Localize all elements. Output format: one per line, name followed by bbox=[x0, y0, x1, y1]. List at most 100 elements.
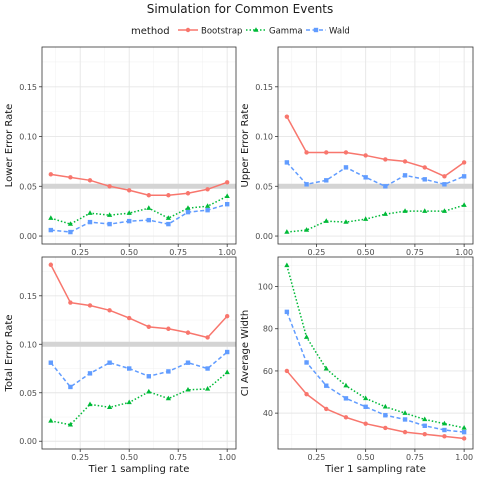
data-point-bootstrap bbox=[185, 191, 191, 196]
data-point-wald bbox=[304, 360, 309, 365]
panel-border bbox=[277, 46, 474, 245]
data-point-wald bbox=[284, 309, 290, 315]
data-point-wald bbox=[343, 165, 349, 170]
chart-title: Simulation for Common Events bbox=[147, 2, 334, 16]
y-axis-label: Total Error Rate bbox=[4, 314, 15, 392]
panel-upper-error-rate: 0.00 0.05 0.10 0.15 0.25 0.50 0.75 1.00 Upper Er… bbox=[240, 46, 474, 257]
data-point-wald bbox=[442, 182, 447, 187]
x-tick-label: 1.00 bbox=[218, 453, 236, 462]
series-line-wald bbox=[50, 203, 228, 233]
y-tick-label: 0.00 bbox=[19, 232, 37, 241]
legend-item-bootstrap: Bootstrap bbox=[178, 27, 242, 37]
data-point-wald bbox=[127, 218, 132, 224]
y-axis-label: Lower Error Rate bbox=[4, 104, 15, 188]
data-point-bootstrap bbox=[166, 326, 171, 331]
y-tick-label: 40 bbox=[263, 409, 273, 418]
data-point-wald bbox=[107, 360, 112, 365]
data-point-gamma bbox=[402, 208, 408, 213]
data-point-gamma bbox=[422, 208, 428, 213]
data-point-wald bbox=[205, 366, 210, 371]
data-point-bootstrap bbox=[442, 434, 447, 439]
x-tick-label: 1.00 bbox=[455, 248, 473, 257]
data-point-bootstrap bbox=[363, 153, 368, 158]
legend-item-wald: Wald bbox=[306, 27, 350, 37]
data-point-gamma bbox=[343, 219, 349, 224]
legend-key-marker-wald bbox=[313, 27, 319, 33]
data-point-bootstrap bbox=[127, 315, 132, 321]
y-axis-label: CI Average Width bbox=[240, 310, 251, 396]
data-point-wald bbox=[146, 374, 151, 379]
legend-label-bootstrap: Bootstrap bbox=[201, 27, 242, 37]
data-point-gamma bbox=[107, 212, 113, 217]
data-point-wald bbox=[363, 175, 368, 180]
legend-key-marker-bootstrap bbox=[185, 27, 191, 33]
x-tick-label: 0.50 bbox=[120, 248, 138, 257]
data-point-bootstrap bbox=[383, 157, 388, 162]
x-tick-label: 1.00 bbox=[218, 248, 236, 257]
data-point-gamma bbox=[382, 403, 388, 409]
data-point-bootstrap bbox=[284, 368, 290, 374]
data-point-gamma bbox=[87, 210, 93, 215]
data-point-bootstrap bbox=[383, 425, 388, 431]
panel-ci-average-width: 40 60 80 100 0.25 0.50 0.75 1.00 CI Average Widt… bbox=[240, 256, 474, 475]
data-point-gamma bbox=[363, 216, 369, 221]
series-line-bootstrap bbox=[50, 264, 228, 339]
data-point-gamma bbox=[303, 227, 310, 232]
data-point-gamma bbox=[422, 416, 428, 422]
data-point-wald bbox=[324, 178, 329, 183]
data-point-gamma bbox=[461, 202, 467, 207]
data-point-wald bbox=[68, 384, 73, 390]
panel-border bbox=[41, 46, 237, 245]
data-point-bootstrap bbox=[205, 187, 210, 192]
panel-lower-error-rate: 0.00 0.05 0.10 0.15 0.25 0.50 0.75 1.00 Lower Er… bbox=[4, 46, 237, 257]
data-point-bootstrap bbox=[205, 335, 210, 340]
y-tick-label: 0.10 bbox=[19, 340, 37, 349]
data-point-gamma bbox=[343, 382, 349, 388]
data-point-bootstrap bbox=[304, 150, 309, 155]
data-point-wald bbox=[205, 207, 210, 213]
data-point-gamma bbox=[323, 218, 329, 223]
data-point-gamma bbox=[87, 401, 93, 407]
y-tick-label: 0.00 bbox=[19, 437, 37, 446]
data-point-gamma bbox=[107, 404, 113, 410]
x-axis-label: Tier 1 sampling rate bbox=[88, 464, 190, 475]
data-point-bootstrap bbox=[224, 313, 230, 319]
data-point-gamma bbox=[204, 203, 211, 208]
data-point-bootstrap bbox=[107, 184, 112, 189]
data-point-gamma bbox=[48, 417, 54, 423]
data-point-gamma bbox=[126, 210, 132, 215]
data-point-bootstrap bbox=[87, 178, 93, 183]
data-point-wald bbox=[422, 177, 427, 182]
y-axis-label: Upper Error Rate bbox=[240, 104, 251, 188]
data-point-bootstrap bbox=[185, 330, 191, 335]
series-line-gamma bbox=[286, 265, 465, 429]
data-point-wald bbox=[87, 219, 93, 225]
data-point-bootstrap bbox=[107, 308, 112, 313]
data-point-wald bbox=[48, 360, 54, 365]
data-point-bootstrap bbox=[146, 193, 151, 198]
y-tick-label: 0.10 bbox=[19, 133, 37, 142]
data-point-gamma bbox=[461, 425, 467, 430]
data-point-bootstrap bbox=[87, 303, 93, 308]
data-point-wald bbox=[224, 202, 230, 207]
series-line-bootstrap bbox=[286, 370, 465, 440]
y-tick-label: 0.05 bbox=[19, 182, 37, 191]
data-point-gamma bbox=[224, 193, 230, 198]
x-tick-label: 0.50 bbox=[357, 453, 375, 462]
data-point-gamma bbox=[146, 205, 152, 210]
data-point-wald bbox=[461, 429, 467, 435]
y-tick-label: 0.10 bbox=[255, 133, 273, 142]
data-point-bootstrap bbox=[48, 262, 54, 267]
legend-label-gamma: Gamma bbox=[269, 27, 303, 37]
data-point-wald bbox=[304, 182, 309, 187]
panel-border bbox=[41, 256, 237, 450]
data-point-bootstrap bbox=[363, 421, 368, 426]
data-point-bootstrap bbox=[402, 429, 408, 435]
series-line-gamma bbox=[286, 204, 465, 233]
data-point-wald bbox=[402, 417, 408, 422]
data-point-wald bbox=[324, 383, 329, 388]
legend-title: method bbox=[131, 26, 170, 37]
y-tick-label: 0.00 bbox=[255, 232, 273, 241]
data-point-wald bbox=[87, 371, 93, 376]
